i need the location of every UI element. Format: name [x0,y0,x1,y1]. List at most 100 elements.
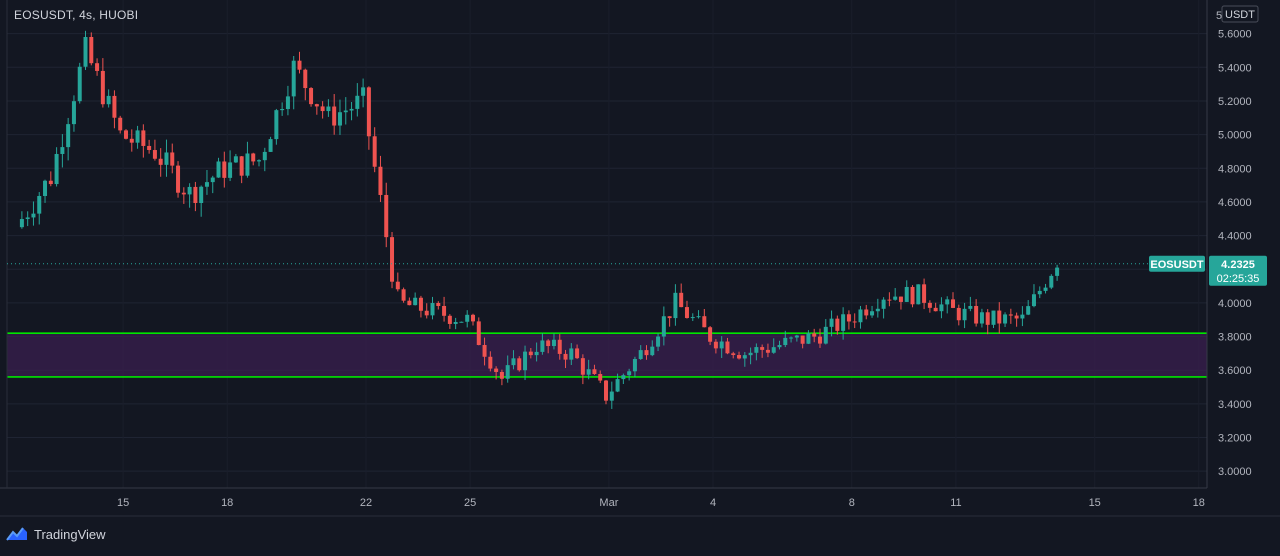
candle-down [100,70,105,105]
candle-up [291,60,296,97]
candle-down [401,289,406,301]
candle-down [494,368,499,372]
candle-down [123,130,128,139]
candle-down [482,344,487,357]
time-tick-label: 18 [1193,497,1205,509]
candle-down [835,318,840,331]
candle-down [390,237,395,282]
candle-up [268,139,273,152]
candle-up [1049,275,1054,288]
candle-up [783,337,788,346]
candle-up [511,358,516,366]
candle-up [135,130,140,143]
candle-up [19,219,24,228]
candle-up [673,292,678,319]
candle-down [1014,315,1019,319]
tradingview-brand[interactable]: TradingView [6,524,106,544]
candle-down [517,358,522,371]
candle-up [742,355,747,359]
price-tick-label: 4.6000 [1218,197,1252,209]
candle-up [413,297,418,306]
candle-up [262,151,267,161]
candle-down [956,307,961,321]
candle-down [546,340,551,347]
candle-down [846,314,851,322]
candle-up [609,391,614,401]
candle-down [563,353,568,360]
symbol-title[interactable]: EOSUSDT, 4s, HUOBI [14,8,139,22]
candle-down [800,335,805,344]
candle-down [927,302,932,308]
candle-down [1008,314,1013,316]
candle-up [60,147,65,154]
candle-up [794,335,799,338]
candle-up [1043,287,1048,291]
symbol-tag-bg [1149,255,1205,272]
time-tick-label: Mar [599,497,618,509]
candle-up [66,124,71,148]
candle-up [719,341,724,349]
candle-up [523,351,528,371]
candle-down [644,350,649,356]
candle-up [228,162,233,178]
candle-up [187,186,192,195]
last-price-tag: EOSUSDT 4.2325 02:25:35 [7,255,1267,286]
candle-up [632,358,637,372]
candle-down [592,369,597,375]
price-tick-label-partial: 5 [1216,10,1222,22]
price-tick-label: 4.4000 [1218,231,1252,243]
candle-down [442,305,447,316]
currency-box [1221,5,1259,23]
candle-up [551,339,556,347]
candle-up [627,371,632,376]
candle-up [962,308,967,321]
candle-up [83,36,88,67]
candle-up [1055,267,1060,276]
candle-down [129,138,134,143]
candle-down [222,161,227,178]
candle-down [760,347,765,350]
price-tick-label: 5.4000 [1218,62,1252,74]
candle-down [985,312,990,325]
time-tick-label: 4 [710,497,716,509]
grid [7,0,1207,488]
candle-down [679,292,684,308]
candle-down [499,371,504,379]
candle-down [436,303,441,306]
candle-down [320,106,325,112]
time-tick-label: 8 [849,497,855,509]
time-tick-label: 15 [117,497,129,509]
candle-down [158,158,163,165]
candle-up [656,336,661,347]
candle-down [667,316,672,319]
candle-up [164,152,169,165]
candle-down [864,309,869,316]
candle-down [887,299,892,301]
candle-down [170,152,175,166]
candle-up [615,379,620,392]
candle-down [910,286,915,305]
candle-up [106,95,111,105]
candle-up [945,299,950,305]
candle-down [303,69,308,89]
candle-down [372,136,377,167]
candle-down [112,95,117,118]
tradingview-logo-icon [6,527,27,541]
symbol-tag-label: EOSUSDT [1150,259,1203,271]
candle-down [48,180,53,185]
candle-up [430,303,435,316]
price-tick-label: 5.2000 [1218,96,1252,108]
candle-down [812,333,817,337]
candle-up [586,369,591,375]
candle-down [176,165,181,193]
candle-up [534,351,539,356]
axes: 5.6000 5.4000 5.2000 5.0000 4.8000 4.6000 4.40… [0,0,1280,517]
candle-up [465,314,470,322]
candle-up [77,66,82,102]
candle-up [979,312,984,324]
candle-down [251,153,256,162]
price-tick-label: 5.0000 [1218,130,1252,142]
candle-up [841,314,846,331]
